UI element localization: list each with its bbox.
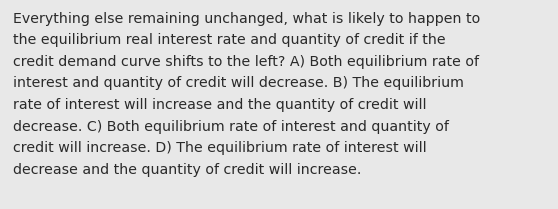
- Text: rate of interest will increase and the quantity of credit will: rate of interest will increase and the q…: [13, 98, 426, 112]
- Text: the equilibrium real interest rate and quantity of credit if the: the equilibrium real interest rate and q…: [13, 33, 446, 47]
- Text: credit demand curve shifts to the left? A) Both equilibrium rate of: credit demand curve shifts to the left? …: [13, 55, 479, 69]
- Text: decrease. C) Both equilibrium rate of interest and quantity of: decrease. C) Both equilibrium rate of in…: [13, 120, 449, 134]
- Text: Everything else remaining unchanged, what is likely to happen to: Everything else remaining unchanged, wha…: [13, 12, 480, 26]
- Text: decrease and the quantity of credit will increase.: decrease and the quantity of credit will…: [13, 163, 362, 176]
- Text: interest and quantity of credit will decrease. B) The equilibrium: interest and quantity of credit will dec…: [13, 76, 464, 90]
- Text: credit will increase. D) The equilibrium rate of interest will: credit will increase. D) The equilibrium…: [13, 141, 427, 155]
